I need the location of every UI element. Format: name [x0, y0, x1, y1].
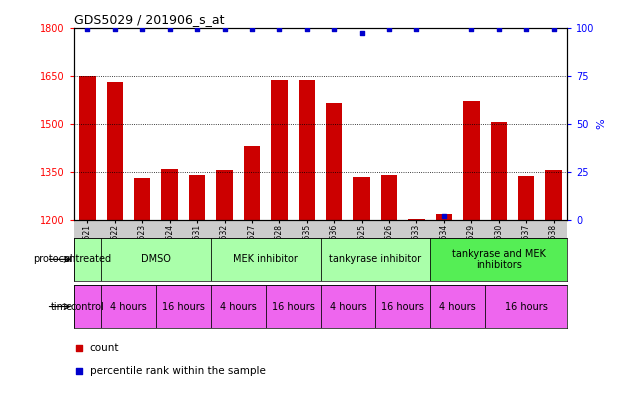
- Bar: [326, 103, 342, 220]
- Y-axis label: %: %: [596, 118, 606, 129]
- Bar: [156, 285, 211, 328]
- Bar: [518, 176, 535, 220]
- Point: [219, 26, 229, 33]
- Text: DMSO: DMSO: [141, 254, 171, 264]
- Point: [549, 26, 559, 33]
- Text: tankyrase and MEK
inhibitors: tankyrase and MEK inhibitors: [452, 249, 545, 270]
- Bar: [189, 175, 205, 220]
- Bar: [485, 285, 567, 328]
- Point: [384, 26, 394, 33]
- Text: GDS5029 / 201906_s_at: GDS5029 / 201906_s_at: [74, 13, 224, 26]
- Point: [466, 26, 476, 33]
- Bar: [211, 238, 320, 281]
- Text: percentile rank within the sample: percentile rank within the sample: [90, 366, 265, 376]
- Text: control: control: [71, 301, 104, 312]
- Point: [274, 26, 285, 33]
- Text: 16 hours: 16 hours: [272, 301, 315, 312]
- Bar: [490, 122, 507, 220]
- Bar: [216, 170, 233, 220]
- Point: [82, 26, 92, 33]
- Point: [302, 26, 312, 33]
- Point: [438, 213, 449, 219]
- Bar: [79, 75, 96, 220]
- Text: 4 hours: 4 hours: [329, 301, 366, 312]
- Bar: [430, 285, 485, 328]
- Bar: [271, 81, 288, 220]
- Point: [412, 26, 422, 33]
- Bar: [101, 285, 156, 328]
- Bar: [408, 219, 425, 220]
- Text: 4 hours: 4 hours: [439, 301, 476, 312]
- Bar: [244, 146, 260, 220]
- Point: [293, 22, 303, 28]
- Text: tankyrase inhibitor: tankyrase inhibitor: [329, 254, 421, 264]
- Bar: [376, 285, 430, 328]
- Bar: [299, 79, 315, 220]
- Text: 16 hours: 16 hours: [381, 301, 424, 312]
- Bar: [265, 285, 320, 328]
- Point: [110, 26, 120, 33]
- Bar: [74, 238, 101, 281]
- Text: time: time: [51, 301, 72, 312]
- Bar: [320, 238, 430, 281]
- Text: untreated: untreated: [63, 254, 112, 264]
- Point: [329, 26, 339, 33]
- Point: [494, 26, 504, 33]
- Bar: [436, 214, 452, 220]
- Bar: [320, 285, 376, 328]
- Bar: [106, 82, 123, 220]
- Text: count: count: [90, 343, 119, 353]
- Text: 16 hours: 16 hours: [162, 301, 205, 312]
- Point: [521, 26, 531, 33]
- Text: 4 hours: 4 hours: [110, 301, 147, 312]
- Bar: [353, 177, 370, 220]
- Bar: [74, 285, 101, 328]
- Point: [165, 26, 175, 33]
- Bar: [134, 178, 151, 220]
- Text: protocol: protocol: [33, 254, 72, 264]
- Bar: [211, 285, 265, 328]
- Text: MEK inhibitor: MEK inhibitor: [233, 254, 298, 264]
- Point: [192, 26, 203, 33]
- Text: 16 hours: 16 hours: [504, 301, 547, 312]
- Point: [293, 226, 303, 233]
- Bar: [381, 175, 397, 220]
- Bar: [545, 170, 562, 220]
- Point: [247, 26, 257, 33]
- Point: [356, 30, 367, 37]
- Bar: [101, 238, 211, 281]
- Bar: [162, 169, 178, 220]
- Bar: [430, 238, 567, 281]
- Text: 4 hours: 4 hours: [220, 301, 256, 312]
- Point: [137, 26, 147, 33]
- Bar: [463, 101, 479, 220]
